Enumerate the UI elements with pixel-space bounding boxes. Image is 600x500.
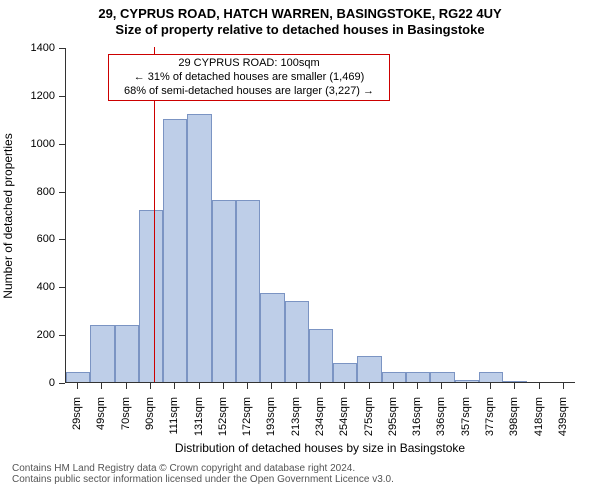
y-tick (59, 239, 65, 240)
plot-area: 29 CYPRUS ROAD: 100sqm← 31% of detached … (65, 48, 575, 383)
y-tick (59, 192, 65, 193)
x-tick (150, 383, 151, 389)
x-tick (514, 383, 515, 389)
x-tick (466, 383, 467, 389)
x-tick-label: 172sqm (241, 397, 253, 447)
y-tick (59, 96, 65, 97)
x-tick-label: 90sqm (144, 397, 156, 447)
x-tick (77, 383, 78, 389)
x-tick (126, 383, 127, 389)
x-tick (223, 383, 224, 389)
x-tick-label: 316sqm (411, 397, 423, 447)
histogram-bar (66, 372, 90, 382)
histogram-bar (406, 372, 430, 382)
histogram-bar (430, 372, 454, 382)
x-tick (271, 383, 272, 389)
histogram-bar (285, 301, 309, 382)
y-tick-label: 0 (23, 377, 55, 389)
y-tick (59, 287, 65, 288)
histogram-bar (236, 200, 260, 382)
footer-line1: Contains HM Land Registry data © Crown c… (12, 463, 588, 474)
y-tick-label: 400 (23, 281, 55, 293)
x-tick-label: 418sqm (533, 397, 545, 447)
y-tick (59, 335, 65, 336)
x-tick (247, 383, 248, 389)
footer: Contains HM Land Registry data © Crown c… (12, 463, 588, 485)
histogram-bar (503, 381, 527, 382)
y-tick-label: 800 (23, 186, 55, 198)
histogram-bar (333, 363, 357, 382)
histogram-bar (212, 200, 236, 382)
histogram-bar (90, 325, 114, 382)
property-info-box: 29 CYPRUS ROAD: 100sqm← 31% of detached … (108, 54, 390, 101)
x-tick (344, 383, 345, 389)
y-tick-label: 600 (23, 233, 55, 245)
x-tick-label: 295sqm (387, 397, 399, 447)
histogram-bar (382, 372, 406, 382)
histogram-bar (187, 114, 211, 382)
x-tick (441, 383, 442, 389)
y-tick (59, 144, 65, 145)
figure: 29, CYPRUS ROAD, HATCH WARREN, BASINGSTO… (0, 0, 600, 500)
figure-title-line1: 29, CYPRUS ROAD, HATCH WARREN, BASINGSTO… (0, 0, 600, 22)
x-tick (417, 383, 418, 389)
y-tick (59, 383, 65, 384)
x-tick (490, 383, 491, 389)
histogram-bar (260, 293, 284, 382)
info-box-line: 68% of semi-detached houses are larger (… (115, 85, 383, 99)
x-tick-label: 275sqm (363, 397, 375, 447)
y-tick (59, 48, 65, 49)
x-tick-label: 193sqm (265, 397, 277, 447)
x-tick (296, 383, 297, 389)
histogram-bar (455, 380, 479, 382)
histogram-bar (309, 329, 333, 382)
histogram-bar (479, 372, 503, 382)
x-tick (320, 383, 321, 389)
histogram-bar (139, 210, 163, 382)
footer-line2: Contains public sector information licen… (12, 474, 588, 485)
x-tick (174, 383, 175, 389)
x-tick (393, 383, 394, 389)
x-tick-label: 213sqm (290, 397, 302, 447)
x-tick (101, 383, 102, 389)
figure-title-line2: Size of property relative to detached ho… (0, 22, 600, 38)
x-tick-label: 29sqm (71, 397, 83, 447)
x-tick (369, 383, 370, 389)
histogram-bar (357, 356, 381, 382)
x-tick-label: 70sqm (120, 397, 132, 447)
y-tick-label: 1400 (23, 42, 55, 54)
y-tick-label: 1200 (23, 90, 55, 102)
histogram-bar (163, 119, 187, 382)
x-tick-label: 111sqm (168, 397, 180, 447)
info-box-line: ← 31% of detached houses are smaller (1,… (115, 71, 383, 85)
x-tick (563, 383, 564, 389)
x-tick-label: 398sqm (508, 397, 520, 447)
x-tick-label: 152sqm (217, 397, 229, 447)
x-tick-label: 234sqm (314, 397, 326, 447)
x-tick-label: 357sqm (460, 397, 472, 447)
x-tick-label: 377sqm (484, 397, 496, 447)
x-tick-label: 439sqm (557, 397, 569, 447)
x-tick-label: 49sqm (95, 397, 107, 447)
x-tick-label: 336sqm (435, 397, 447, 447)
x-tick (199, 383, 200, 389)
y-tick-label: 200 (23, 329, 55, 341)
x-tick-label: 131sqm (193, 397, 205, 447)
x-tick (539, 383, 540, 389)
y-axis-label: Number of detached properties (1, 116, 15, 316)
histogram-bar (115, 325, 139, 382)
info-box-line: 29 CYPRUS ROAD: 100sqm (115, 57, 383, 71)
y-tick-label: 1000 (23, 138, 55, 150)
x-tick-label: 254sqm (338, 397, 350, 447)
